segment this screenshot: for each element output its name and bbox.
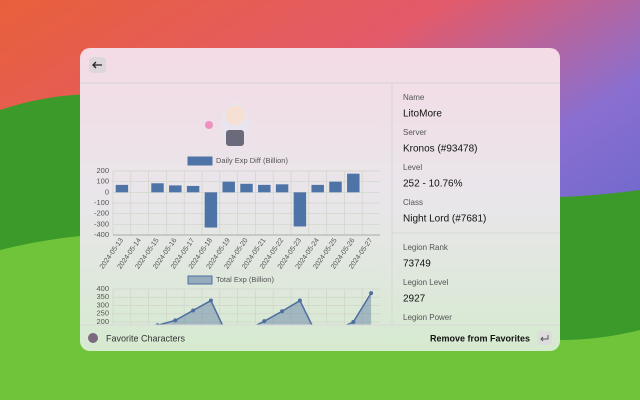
footer-right[interactable]: Remove from Favorites	[430, 333, 530, 343]
bar	[347, 173, 360, 193]
point	[297, 298, 302, 303]
field-value: Night Lord (#7681)	[403, 214, 486, 225]
bar	[186, 185, 200, 193]
line	[155, 292, 372, 325]
point	[351, 320, 356, 324]
bar	[311, 184, 324, 193]
legend-swatch	[187, 156, 213, 166]
footer-avatar	[88, 333, 98, 343]
bar	[258, 184, 271, 193]
y-tick-label: 0	[105, 187, 109, 196]
point	[369, 291, 374, 296]
y-tick-label: 350	[96, 292, 109, 301]
info-panel: Name LitoMore Server Kronos (#93478) Level 25…	[403, 93, 486, 322]
bar	[293, 192, 307, 227]
field-value: 2927	[403, 294, 426, 305]
point	[173, 318, 178, 323]
field-label: Name	[403, 93, 425, 102]
bar	[204, 192, 218, 228]
legend-label: Total Exp (Billion)	[216, 275, 274, 284]
field-label: Legion Level	[403, 278, 449, 287]
field-value: 252 - 10.76%	[403, 179, 463, 190]
field-label: Level	[403, 163, 422, 172]
back-icon	[92, 61, 102, 69]
footer-left[interactable]: Favorite Characters	[106, 333, 186, 343]
legend-swatch	[187, 275, 213, 285]
return-key	[537, 331, 552, 345]
y-tick-label: 100	[96, 177, 109, 186]
field-label: Legion Rank	[403, 243, 449, 252]
area	[158, 293, 372, 325]
field-value: LitoMore	[403, 109, 442, 120]
bar	[115, 184, 129, 193]
y-tick-label: 300	[96, 300, 109, 309]
field-value: Kronos (#93478)	[403, 144, 478, 155]
return-icon	[540, 335, 549, 342]
bar	[329, 181, 342, 193]
point	[208, 298, 213, 303]
point	[262, 319, 267, 324]
bar	[151, 183, 164, 193]
y-tick-label: -400	[94, 230, 109, 239]
bar	[222, 181, 235, 193]
field-label: Server	[403, 128, 427, 137]
bar	[169, 185, 182, 193]
field-value: 73749	[403, 259, 431, 270]
y-tick-label: -100	[94, 198, 109, 207]
y-tick-label: -200	[94, 209, 109, 218]
y-tick-label: 200	[96, 317, 109, 326]
point	[191, 308, 196, 313]
avatar	[205, 103, 249, 147]
field-label: Class	[403, 198, 423, 207]
y-tick-label: -300	[94, 219, 109, 228]
bar	[240, 183, 253, 193]
y-tick-label: 400	[96, 284, 109, 293]
legend-label: Daily Exp Diff (Billion)	[216, 156, 288, 165]
bar	[275, 184, 289, 193]
y-tick-label: 200	[96, 166, 109, 175]
point	[280, 309, 285, 314]
y-tick-label: 250	[96, 309, 109, 318]
field-label: Legion Power	[403, 313, 452, 322]
window	[80, 48, 560, 351]
